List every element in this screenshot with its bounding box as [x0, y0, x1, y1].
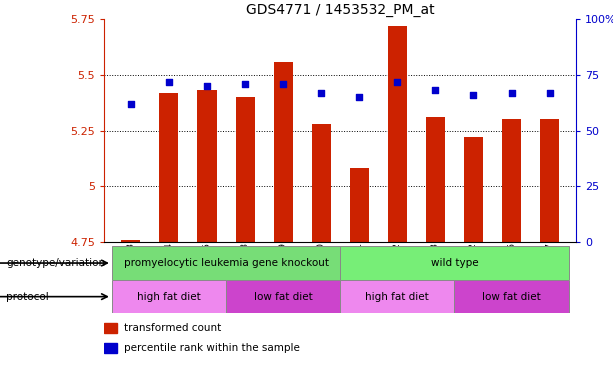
Text: low fat diet: low fat diet	[254, 291, 313, 302]
Point	[545, 89, 555, 96]
Bar	[159, 93, 178, 242]
Bar	[121, 240, 140, 242]
Bar	[464, 137, 483, 242]
Title: GDS4771 / 1453532_PM_at: GDS4771 / 1453532_PM_at	[246, 3, 435, 17]
Bar	[112, 246, 340, 280]
Text: wild type: wild type	[430, 258, 478, 268]
Point	[278, 81, 288, 87]
Point	[202, 83, 212, 89]
Point	[354, 94, 364, 100]
Text: high fat diet: high fat diet	[137, 291, 201, 302]
Bar	[388, 26, 407, 242]
Point	[316, 89, 326, 96]
Bar	[502, 119, 521, 242]
Bar	[311, 124, 330, 242]
Bar	[540, 119, 559, 242]
Point	[126, 101, 135, 107]
Bar	[226, 280, 340, 313]
Text: promyelocytic leukemia gene knockout: promyelocytic leukemia gene knockout	[123, 258, 329, 268]
Point	[164, 78, 174, 84]
Bar	[104, 323, 118, 333]
Text: genotype/variation: genotype/variation	[6, 258, 105, 268]
Bar	[426, 117, 445, 242]
Text: low fat diet: low fat diet	[482, 291, 541, 302]
Bar	[197, 91, 216, 242]
Point	[506, 89, 516, 96]
Bar	[235, 97, 254, 242]
Text: protocol: protocol	[6, 291, 49, 302]
Bar	[454, 280, 569, 313]
Text: transformed count: transformed count	[124, 323, 221, 333]
Point	[468, 92, 478, 98]
Point	[430, 88, 440, 94]
Bar	[340, 246, 569, 280]
Text: high fat diet: high fat diet	[365, 291, 429, 302]
Point	[392, 78, 402, 84]
Bar	[104, 343, 118, 353]
Bar	[350, 169, 369, 242]
Text: percentile rank within the sample: percentile rank within the sample	[124, 343, 300, 353]
Bar	[340, 280, 454, 313]
Point	[240, 81, 250, 87]
Bar	[112, 280, 226, 313]
Bar	[273, 61, 292, 242]
